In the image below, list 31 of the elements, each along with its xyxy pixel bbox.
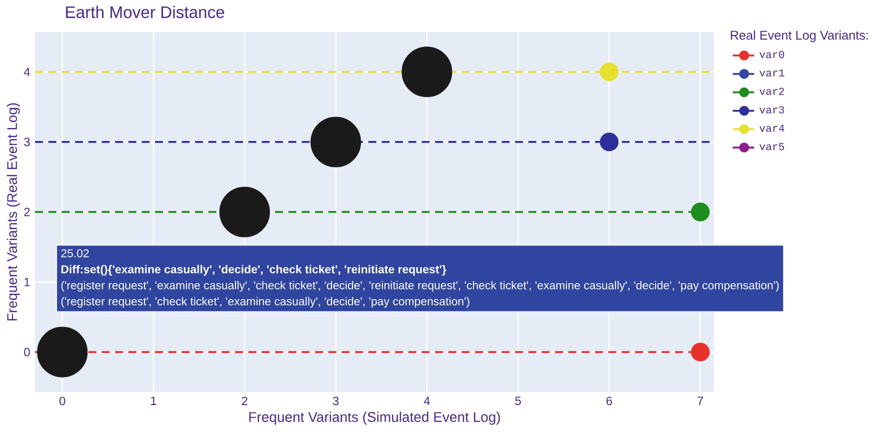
annotation: ('register request', 'examine casually', 'check ticket', 'decide', 'reinitiate request', 'check ticket', 'examine casually', 'decide', 'pay compensation') [61, 280, 779, 292]
x-tick-label: 0 [59, 396, 66, 406]
x-tick-label: 7 [698, 396, 704, 405]
legend-label: var5 [760, 143, 784, 150]
x-tick-label: 1 [151, 396, 156, 405]
y-tick-label: 1 [24, 278, 30, 286]
legend-label: var2 [760, 88, 784, 95]
chart-title: Earth Mover Distance [66, 6, 224, 18]
x-axis-title: Frequent Variants (Simulated Event Log) [249, 412, 500, 425]
y-axis-title: Frequent Variants (Real Event Log) [6, 103, 20, 320]
point [600, 132, 619, 152]
x-tick-label: 3 [332, 396, 339, 406]
annotation: ('register request', 'check ticket', 'examine casually', 'decide', 'pay compensation') [61, 296, 470, 308]
x-tick-label: 5 [515, 396, 521, 406]
y-tick-label: 2 [24, 208, 30, 216]
point [691, 342, 710, 362]
x-tick-label: 4 [424, 396, 430, 405]
y-tick-label: 0 [24, 348, 30, 356]
legend-label: var3 [760, 106, 784, 114]
legend-label: var1 [760, 69, 784, 77]
annotation: 25.02 [61, 249, 89, 258]
legend-label: var4 [760, 124, 784, 132]
annotation: Diff:set(){'examine casually', 'decide', 'check ticket', 'reinitiate request'} [61, 264, 446, 276]
legend-title: Real Event Log Variants: [730, 30, 868, 42]
y-tick-label: 4 [24, 68, 30, 76]
legend-label: var0 [760, 50, 784, 58]
x-tick-label: 6 [606, 396, 612, 406]
point [600, 62, 619, 82]
point [691, 202, 710, 222]
y-tick-label: 3 [24, 138, 30, 146]
x-tick-label: 2 [242, 396, 248, 406]
